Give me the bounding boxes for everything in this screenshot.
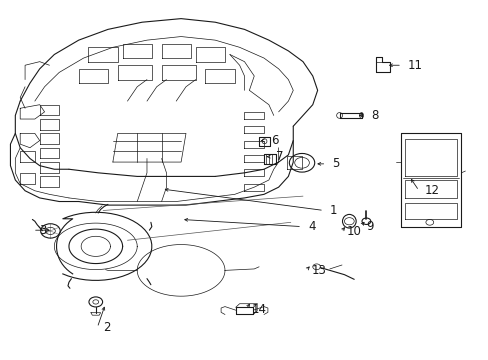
Text: 2: 2: [103, 321, 110, 334]
Text: 6: 6: [271, 134, 278, 147]
Text: 14: 14: [251, 303, 266, 316]
Text: 12: 12: [424, 184, 439, 197]
Text: 10: 10: [346, 225, 361, 238]
Text: 4: 4: [307, 220, 315, 233]
Text: 13: 13: [311, 264, 326, 277]
Text: 11: 11: [407, 59, 422, 72]
Text: 3: 3: [39, 224, 46, 237]
Text: 9: 9: [366, 220, 373, 233]
Text: 8: 8: [370, 109, 378, 122]
Text: 7: 7: [276, 150, 283, 163]
Text: 5: 5: [331, 157, 339, 170]
Text: 1: 1: [329, 204, 337, 217]
